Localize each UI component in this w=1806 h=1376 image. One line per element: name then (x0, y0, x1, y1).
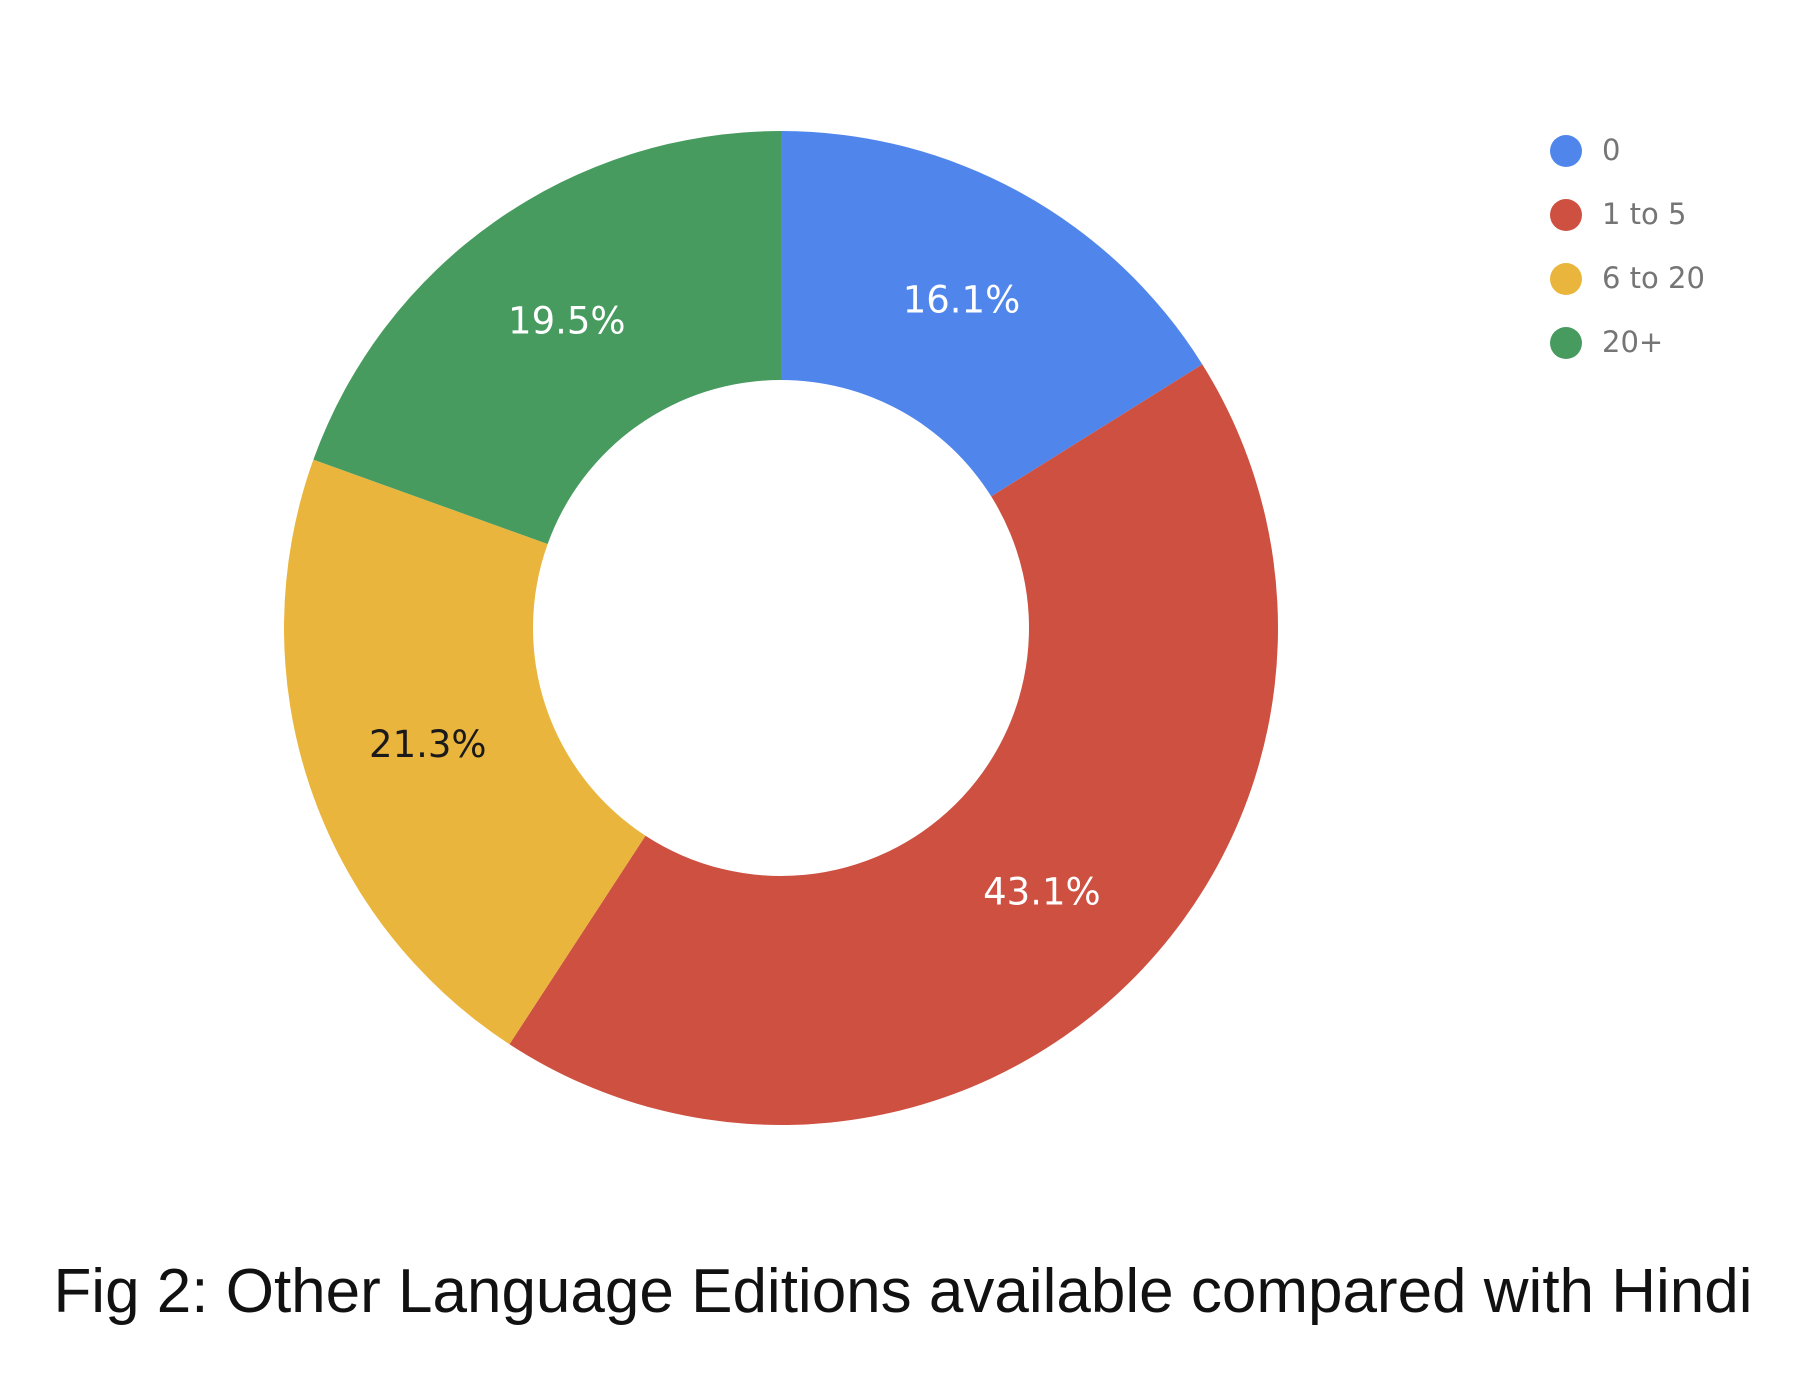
legend-label: 20+ (1602, 325, 1663, 359)
slice-label: 16.1% (903, 279, 1021, 322)
legend-marker (1550, 199, 1582, 231)
legend-marker (1550, 327, 1582, 359)
slice-0 (781, 131, 1203, 497)
donut-slices (284, 131, 1278, 1125)
slice-1-to-5 (509, 364, 1278, 1125)
legend: 0 1 to 5 6 to 20 20+ (1550, 133, 1705, 359)
slice-label: 19.5% (508, 300, 626, 343)
slice-labels: 16.1% 43.1% 21.3% 19.5% (369, 279, 1101, 914)
legend-label: 6 to 20 (1602, 261, 1705, 295)
legend-marker (1550, 263, 1582, 295)
slice-20 (313, 131, 781, 544)
legend-label: 0 (1602, 133, 1620, 167)
figure-caption: Fig 2: Other Language Editions available… (53, 1257, 1753, 1326)
legend-marker (1550, 135, 1582, 167)
slice-label: 21.3% (369, 723, 487, 766)
legend-label: 1 to 5 (1602, 197, 1686, 231)
slice-label: 43.1% (983, 870, 1101, 913)
slice-6-to-20 (284, 459, 646, 1045)
